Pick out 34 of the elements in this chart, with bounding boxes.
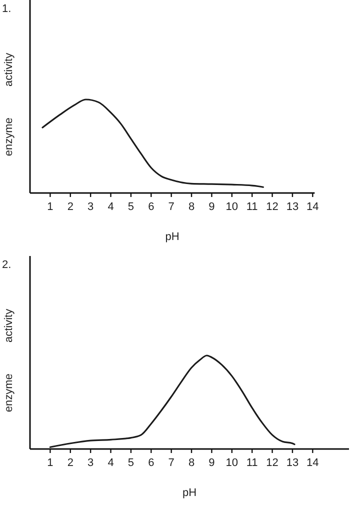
x-tick-label: 6 [148,201,154,213]
chart-title: 2. [2,259,12,271]
x-tick-label: 7 [168,201,174,213]
x-tick-label: 13 [286,201,299,213]
x-tick-label: 9 [208,201,215,213]
x-tick-label: 1 [47,201,54,213]
x-tick-label: 4 [108,457,114,469]
x-tick-label: 7 [168,457,174,469]
x-tick-label: 13 [286,457,299,469]
x-axis-title: pH [165,231,180,243]
y-axis-title: enzyme activity [3,308,15,412]
x-tick-label: 5 [128,201,134,213]
x-tick-label: 2 [67,457,74,469]
x-tick-label: 14 [306,201,319,213]
x-tick-label: 2 [67,201,74,213]
x-tick-label: 14 [306,457,319,469]
x-tick-label: 9 [208,457,215,469]
x-tick-label: 12 [266,457,278,469]
x-tick-label: 8 [188,201,195,213]
x-tick-label: 12 [266,201,278,213]
x-axis-title: pH [182,487,197,499]
x-tick-label: 5 [128,457,134,469]
chart-title: 1. [2,3,12,15]
x-tick-label: 6 [148,457,154,469]
x-tick-label: 11 [246,457,258,469]
x-tick-label: 11 [246,201,258,213]
x-tick-label: 4 [108,201,114,213]
x-tick-label: 8 [188,457,195,469]
y-axis-title: enzyme activity [3,52,15,156]
x-tick-label: 10 [226,201,238,213]
x-tick-label: 3 [88,457,94,469]
x-tick-label: 3 [88,201,94,213]
x-tick-label: 1 [47,457,54,469]
x-tick-label: 10 [226,457,238,469]
